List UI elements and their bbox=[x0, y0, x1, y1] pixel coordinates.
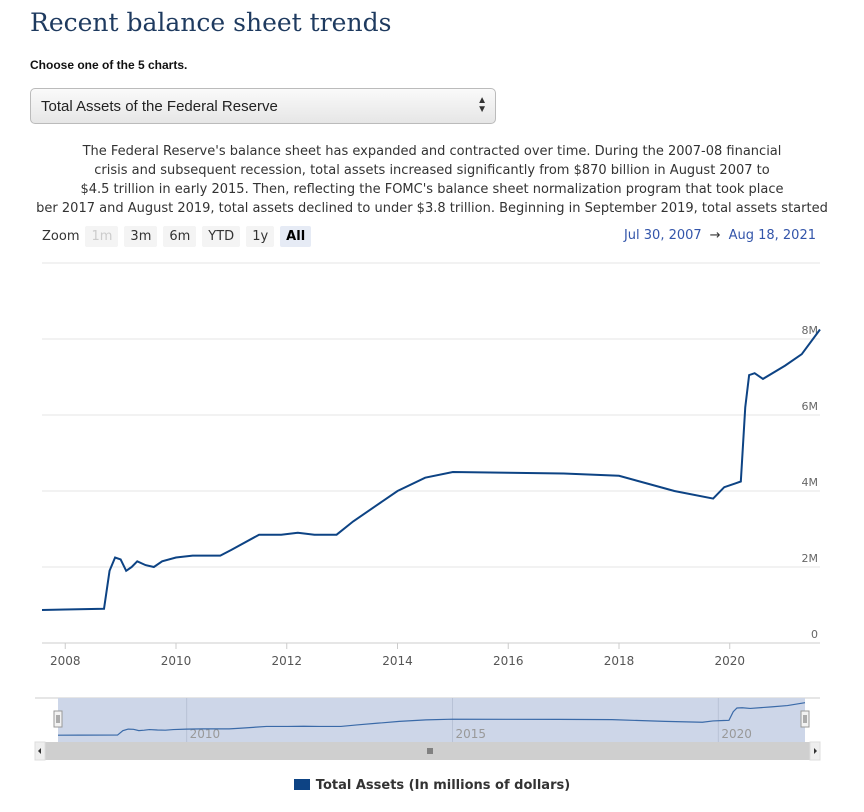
y-tick-label: 2M bbox=[802, 552, 819, 565]
navigator-tick-label: 2010 bbox=[190, 727, 221, 741]
x-tick-label: 2010 bbox=[161, 654, 192, 668]
range-to[interactable]: Aug 18, 2021 bbox=[728, 228, 816, 243]
chart-select[interactable]: Total Assets of the Federal Reserve ▲ ▼ bbox=[30, 88, 496, 124]
zoom-controls: Zoom 1m 3m 6m YTD 1y All bbox=[42, 226, 312, 247]
range-arrow: → bbox=[709, 228, 721, 243]
x-tick-label: 2020 bbox=[714, 654, 745, 668]
y-tick-label: 8M bbox=[802, 324, 819, 337]
description-line: crisis and subsequent recession, total a… bbox=[94, 163, 770, 178]
zoom-ytd-button[interactable]: YTD bbox=[202, 226, 241, 247]
date-range: Jul 30, 2007 → Aug 18, 2021 bbox=[624, 228, 816, 243]
range-from[interactable]: Jul 30, 2007 bbox=[623, 228, 702, 243]
x-tick-label: 2018 bbox=[604, 654, 635, 668]
navigator-left-handle[interactable] bbox=[53, 710, 63, 728]
x-tick-label: 2014 bbox=[382, 654, 413, 668]
description-line: The Federal Reserve's balance sheet has … bbox=[82, 144, 782, 159]
zoom-label: Zoom bbox=[42, 229, 80, 244]
select-arrows-icon: ▲ ▼ bbox=[477, 95, 487, 115]
choose-label: Choose one of the 5 charts. bbox=[30, 58, 188, 72]
description-line: $4.5 trillion in early 2015. Then, refle… bbox=[80, 182, 784, 197]
series-line bbox=[41, 328, 821, 611]
chart-select-value: Total Assets of the Federal Reserve bbox=[41, 98, 278, 115]
y-tick-label: 6M bbox=[802, 400, 819, 413]
x-tick-label: 2008 bbox=[50, 654, 81, 668]
description-line: ber 2017 and August 2019, total assets d… bbox=[36, 201, 828, 216]
y-tick-label: 4M bbox=[802, 476, 819, 489]
navigator-series bbox=[57, 702, 806, 736]
navigator-right-handle[interactable] bbox=[800, 710, 810, 728]
zoom-6m-button[interactable]: 6m bbox=[163, 226, 197, 247]
y-tick-label: 0 bbox=[811, 628, 818, 641]
scroll-left-arrow-icon bbox=[38, 748, 41, 754]
page-title: Recent balance sheet trends bbox=[30, 8, 392, 37]
scroll-right-arrow-icon bbox=[814, 748, 817, 754]
navigator-tick-label: 2020 bbox=[721, 727, 752, 741]
zoom-all-button[interactable]: All bbox=[280, 226, 312, 247]
zoom-3m-button[interactable]: 3m bbox=[124, 226, 158, 247]
x-tick-label: 2016 bbox=[493, 654, 524, 668]
zoom-1y-button[interactable]: 1y bbox=[246, 226, 275, 247]
zoom-1m-button[interactable]: 1m bbox=[85, 226, 119, 247]
legend-swatch bbox=[293, 779, 310, 790]
legend-label: Total Assets (In millions of dollars) bbox=[315, 778, 571, 793]
legend-item[interactable]: Total Assets (In millions of dollars) bbox=[0, 778, 864, 793]
description: The Federal Reserve's balance sheet has … bbox=[0, 142, 864, 218]
navigator-tick-label: 2015 bbox=[456, 727, 487, 741]
x-tick-label: 2012 bbox=[271, 654, 302, 668]
